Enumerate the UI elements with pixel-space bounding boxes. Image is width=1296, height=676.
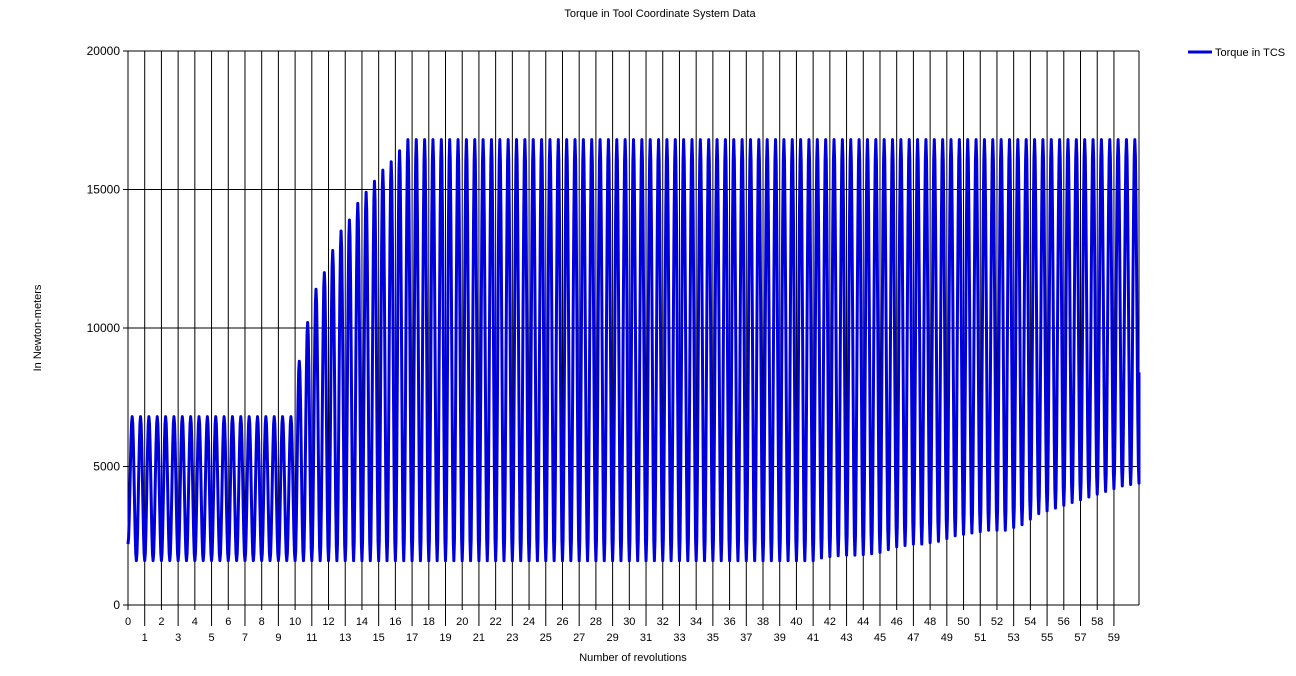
x-tick-label: 33 [673,632,685,644]
x-tick-label: 8 [259,616,265,628]
x-tick-label: 26 [556,616,568,628]
x-tick-label: 13 [339,632,351,644]
x-tick-label: 58 [1091,616,1103,628]
y-tick-label: 20000 [87,44,121,58]
x-tick-label: 0 [125,616,131,628]
x-tick-label: 3 [175,632,181,644]
series-line-torque [126,138,1141,563]
x-tick-label: 44 [857,616,869,628]
y-tick-label: 15000 [87,183,121,197]
x-tick-label: 24 [523,616,535,628]
x-tick-label: 29 [606,632,618,644]
x-tick-label: 46 [891,616,903,628]
x-tick-label: 22 [490,616,502,628]
x-tick-label: 1 [142,632,148,644]
x-tick-label: 35 [707,632,719,644]
y-tick-label: 0 [113,598,120,612]
x-tick-label: 27 [573,632,585,644]
x-tick-label: 53 [1008,632,1020,644]
x-tick-label: 10 [289,616,301,628]
tick-labels: 0500010000150002000001234567891011121314… [87,44,1120,644]
x-tick-label: 31 [640,632,652,644]
x-tick-label: 15 [373,632,385,644]
x-tick-label: 25 [540,632,552,644]
x-tick-label: 38 [757,616,769,628]
x-tick-label: 5 [208,632,214,644]
x-tick-label: 39 [774,632,786,644]
chart-title: Torque in Tool Coordinate System Data [564,8,756,20]
x-tick-label: 49 [941,632,953,644]
x-tick-label: 40 [790,616,802,628]
legend-label: Torque in TCS [1215,47,1285,59]
x-tick-label: 6 [225,616,231,628]
x-tick-label: 20 [456,616,468,628]
x-tick-label: 17 [406,632,418,644]
x-tick-label: 37 [740,632,752,644]
x-tick-label: 50 [957,616,969,628]
x-tick-label: 11 [306,632,317,644]
x-tick-label: 4 [192,616,198,628]
x-tick-label: 54 [1024,616,1036,628]
x-tick-label: 43 [840,632,852,644]
x-tick-label: 30 [623,616,635,628]
x-tick-label: 56 [1058,616,1070,628]
legend: Torque in TCS [1188,47,1285,59]
x-tick-label: 47 [907,632,919,644]
x-tick-label: 55 [1041,632,1053,644]
x-tick-label: 36 [723,616,735,628]
y-tick-label: 10000 [87,321,121,335]
x-tick-label: 45 [874,632,886,644]
x-tick-label: 14 [356,616,368,628]
x-tick-label: 41 [807,632,819,644]
x-tick-label: 21 [473,632,485,644]
x-tick-label: 32 [657,616,669,628]
x-tick-label: 7 [242,632,248,644]
x-tick-label: 34 [690,616,702,628]
x-tick-label: 48 [924,616,936,628]
series-layer [126,138,1141,563]
x-tick-label: 2 [158,616,164,628]
x-tick-label: 16 [389,616,401,628]
x-tick-label: 12 [322,616,334,628]
y-tick-label: 5000 [93,460,120,474]
x-tick-label: 18 [423,616,435,628]
y-axis-label: In Newton-meters [32,284,44,371]
x-tick-label: 51 [974,632,986,644]
x-tick-label: 57 [1074,632,1086,644]
x-tick-label: 23 [506,632,518,644]
x-axis-label: Number of revolutions [579,652,687,664]
x-tick-label: 52 [991,616,1003,628]
x-tick-label: 28 [590,616,602,628]
x-tick-label: 19 [439,632,451,644]
x-tick-label: 59 [1108,632,1120,644]
x-tick-label: 42 [824,616,836,628]
x-tick-label: 9 [275,632,281,644]
